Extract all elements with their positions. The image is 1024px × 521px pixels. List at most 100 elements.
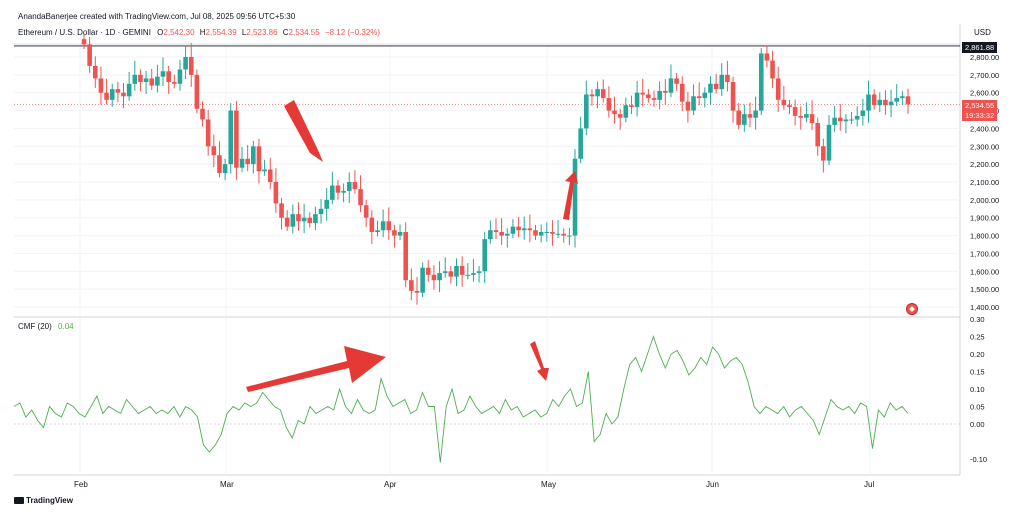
candle-body <box>617 114 623 118</box>
candle-body <box>905 96 911 105</box>
candle-body <box>211 146 217 156</box>
candle-body <box>713 83 719 90</box>
candle-body <box>256 146 262 172</box>
last-price-tag: 2,534.55 <box>962 100 998 111</box>
candle-body <box>166 71 171 82</box>
candle-body <box>476 271 482 274</box>
candle-body <box>567 235 572 237</box>
candle-body <box>612 110 617 115</box>
candle-body <box>448 271 454 277</box>
candle-body <box>92 65 98 79</box>
chart-credit: AnandaBanerjee created with TradingView.… <box>18 12 296 21</box>
candle-body <box>837 117 843 122</box>
candle-body <box>708 83 713 93</box>
candle-body <box>346 182 352 191</box>
candle-body <box>663 90 668 93</box>
price-tick-label: 1,600.00 <box>970 267 999 276</box>
candle-body <box>730 82 736 111</box>
candle-body <box>420 267 425 293</box>
candle-body <box>606 98 612 111</box>
price-tick-label: 1,900.00 <box>970 214 999 223</box>
candle-body <box>352 182 358 190</box>
candle-body <box>358 189 363 206</box>
candle-body <box>183 57 188 70</box>
candle-body <box>386 221 392 231</box>
candle-body <box>245 158 250 165</box>
candle-body <box>533 230 538 236</box>
candle-body <box>804 114 809 118</box>
candle-body <box>493 230 499 232</box>
candle-body <box>267 169 273 182</box>
candle-body <box>397 232 403 236</box>
month-tick-label: Apr <box>384 480 397 489</box>
candle-body <box>894 98 900 102</box>
candle-body <box>781 99 787 106</box>
candle-body <box>499 232 504 236</box>
candle-body <box>900 96 905 99</box>
cmf-tick-label: 0.05 <box>970 403 985 412</box>
candle-body <box>815 123 820 147</box>
month-tick-label: Jun <box>706 480 719 489</box>
candle-body <box>883 99 888 106</box>
candle-body <box>313 214 318 224</box>
cmf-tick-label: 0.25 <box>970 333 985 342</box>
candle-body <box>792 107 798 116</box>
candle-body <box>138 74 143 82</box>
indicator-name: CMF (20) <box>18 322 52 331</box>
candle-body <box>787 105 792 107</box>
candle-body <box>380 221 386 231</box>
annotation-arrow-cmf-small <box>530 341 549 381</box>
candle-body <box>459 265 465 275</box>
candle-body <box>87 44 92 66</box>
candle-body <box>98 78 104 93</box>
candle-body <box>640 92 646 95</box>
candle-body <box>832 117 837 125</box>
candle-body <box>471 273 476 275</box>
candle-body <box>691 96 696 111</box>
candle-body <box>888 101 894 106</box>
candle-body <box>81 39 87 45</box>
candle-body <box>550 232 555 234</box>
candle-body <box>758 53 764 111</box>
candle-body <box>172 82 177 84</box>
candle-body <box>584 94 589 129</box>
candle-body <box>736 110 741 125</box>
candle-body <box>228 110 234 165</box>
candle-body <box>488 230 493 240</box>
candle-body <box>775 78 781 100</box>
candle-body <box>126 83 132 97</box>
candle-body <box>437 273 442 281</box>
candle-body <box>561 233 567 236</box>
candle-body <box>425 267 431 275</box>
candle-body <box>104 92 109 100</box>
candle-body <box>194 74 200 109</box>
candle-body <box>279 203 284 218</box>
candle-body <box>414 290 420 293</box>
candle-body <box>431 274 437 281</box>
candle-body <box>679 83 685 102</box>
candle-body <box>753 110 758 118</box>
annotation-arrow-up <box>563 171 578 220</box>
price-tick-label: 2,400.00 <box>970 124 999 133</box>
candle-body <box>273 182 279 204</box>
candle-body <box>239 158 245 168</box>
brand-label: TradingView <box>26 496 73 505</box>
candle-body <box>510 226 516 234</box>
candle-body <box>629 105 634 107</box>
indicator-legend[interactable]: CMF (20) 0.04 <box>18 322 74 331</box>
currency-label: USD <box>974 28 991 37</box>
candle-body <box>871 94 877 106</box>
ethereum-logo-icon[interactable] <box>906 303 918 315</box>
candle-body <box>578 128 583 159</box>
candle-body <box>849 119 854 121</box>
candle-body <box>798 115 804 118</box>
price-tick-label: 1,500.00 <box>970 285 999 294</box>
candle-body <box>843 119 849 122</box>
symbol-legend[interactable]: Ethereum / U.S. Dollar · 1D · GEMINI O2,… <box>18 28 380 37</box>
tradingview-brand[interactable]: TradingView <box>14 496 73 505</box>
candle-body <box>595 89 600 97</box>
candle-body <box>341 190 346 193</box>
candle-body <box>330 185 335 200</box>
